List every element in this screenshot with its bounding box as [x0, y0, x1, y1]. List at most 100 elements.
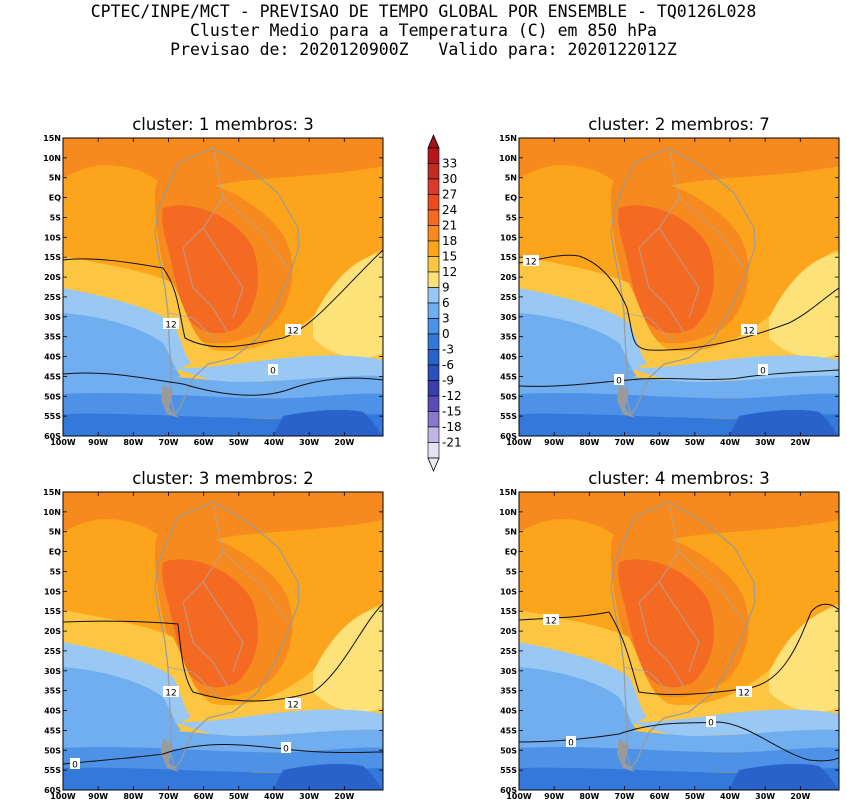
lat-tick-label: 55S: [44, 766, 61, 775]
lat-tick-label: 15N: [499, 134, 517, 143]
lat-tick-label: 35S: [500, 687, 517, 696]
contour-label: 0: [70, 758, 80, 771]
lat-tick-label: 25S: [500, 293, 517, 302]
colorbar-segment: [427, 163, 440, 180]
lat-tick-label: 20S: [44, 273, 61, 282]
lon-tick-label: 90W: [88, 792, 108, 801]
lat-tick-label: 60S: [500, 786, 517, 795]
lon-tick-label: 20W: [790, 792, 810, 801]
temperature-field: [519, 138, 839, 436]
colorbar-segment: [427, 256, 440, 273]
colorbar-segment: [427, 442, 440, 459]
lat-tick-label: 30S: [44, 313, 61, 322]
lat-tick-label: 15S: [500, 607, 517, 616]
lat-tick-label: 30S: [500, 667, 517, 676]
panel-4: cluster: 4 membros: 3 12 12 0 0 15N 10N 5N EQ 5S 1…: [499, 469, 840, 801]
lat-tick-label: 55S: [44, 412, 61, 421]
lat-tick-label: 50S: [44, 392, 61, 401]
lat-tick-label: 15N: [43, 488, 61, 497]
colorbar-label: 30: [442, 172, 457, 186]
svg-text:12: 12: [738, 689, 749, 699]
svg-text:0: 0: [760, 367, 766, 377]
lat-tick-label: 20S: [500, 627, 517, 636]
lon-tick-label: 30W: [299, 792, 319, 801]
svg-text:0: 0: [708, 719, 714, 729]
lon-tick-label: 60W: [194, 792, 214, 801]
lat-tick-label: 40S: [44, 353, 61, 362]
lat-tick-label: 10N: [43, 508, 61, 517]
lat-tick-label: 5S: [50, 213, 62, 222]
continent-outline: [154, 147, 300, 416]
lat-tick-label: 5S: [50, 567, 62, 576]
contour-line: [63, 372, 383, 396]
lon-tick-label: 70W: [159, 438, 179, 447]
colorbar-segment: [427, 395, 440, 412]
lon-tick-label: 50W: [229, 438, 249, 447]
svg-text:12: 12: [287, 701, 298, 711]
lon-tick-label: 100W: [50, 792, 76, 801]
contour-label: 0: [758, 364, 768, 377]
colorbar-segment: [427, 287, 440, 304]
map-frame: [62, 137, 384, 437]
lon-tick-label: 60W: [650, 792, 670, 801]
colorbar-segment: [427, 380, 440, 397]
lon-tick-label: 20W: [334, 438, 354, 447]
lon-tick-label: 90W: [88, 438, 108, 447]
patagonia-islands: [161, 384, 179, 418]
lon-tick-label: 50W: [685, 792, 705, 801]
lat-tick-label: 15S: [44, 253, 61, 262]
colorbar-label: 18: [442, 234, 457, 248]
contour-label: 12: [741, 324, 757, 337]
contour-label: 0: [268, 364, 278, 377]
colorbar-bottom-arrow: [427, 457, 440, 473]
lon-tick-label: 50W: [229, 792, 249, 801]
colorbar-segment: [427, 240, 440, 257]
lon-tick-label: 20W: [790, 438, 810, 447]
panel-3: cluster: 3 membros: 2 12 12 0 0 15N 10N 5N EQ 5S 1…: [43, 469, 384, 801]
contour-label: 0: [614, 374, 624, 387]
temperature-field: [63, 492, 383, 790]
lat-tick-label: 20S: [44, 627, 61, 636]
svg-text:12: 12: [165, 321, 176, 331]
lon-tick-label: 40W: [264, 438, 284, 447]
lat-tick-label: 15N: [43, 134, 61, 143]
lon-tick-label: 20W: [334, 792, 354, 801]
svg-text:0: 0: [283, 745, 289, 755]
continent-outline: [610, 501, 756, 770]
colorbar-label: 27: [442, 188, 457, 202]
lon-tick-label: 50W: [685, 438, 705, 447]
colorbar-segment: [427, 349, 440, 366]
colorbar-label: 9: [442, 281, 450, 295]
colorbar-label: 15: [442, 250, 457, 264]
panel-title: cluster: 4 membros: 3: [588, 469, 770, 488]
lat-tick-label: 35S: [500, 333, 517, 342]
lat-tick-label: 45S: [500, 726, 517, 735]
colorbar-label: 12: [442, 265, 457, 279]
lat-tick-label: EQ: [49, 548, 61, 557]
colorbar-label: -21: [442, 436, 462, 450]
lat-tick-label: 60S: [44, 786, 61, 795]
contour-label: 0: [566, 736, 576, 749]
lat-tick-label: 5S: [506, 213, 518, 222]
lon-tick-label: 40W: [720, 438, 740, 447]
lat-tick-label: 5N: [505, 528, 517, 537]
colorbar-label: -15: [442, 405, 462, 419]
contour-line: [519, 603, 839, 696]
lon-tick-label: 30W: [755, 792, 775, 801]
lat-tick-label: EQ: [505, 194, 517, 203]
colorbar-label: -12: [442, 389, 462, 403]
colorbar-segment: [427, 225, 440, 242]
lon-tick-label: 40W: [264, 792, 284, 801]
lon-tick-label: 80W: [579, 438, 599, 447]
colorbar-label: -18: [442, 420, 462, 434]
contour-line: [519, 254, 839, 351]
colorbar-segment: [427, 364, 440, 381]
patagonia-islands: [617, 384, 635, 418]
lat-tick-label: 5N: [505, 174, 517, 183]
lat-tick-label: EQ: [505, 548, 517, 557]
lat-tick-label: 25S: [44, 293, 61, 302]
svg-text:12: 12: [165, 689, 176, 699]
lat-tick-label: 60S: [500, 432, 517, 441]
lon-tick-label: 30W: [755, 438, 775, 447]
lon-tick-label: 60W: [194, 438, 214, 447]
